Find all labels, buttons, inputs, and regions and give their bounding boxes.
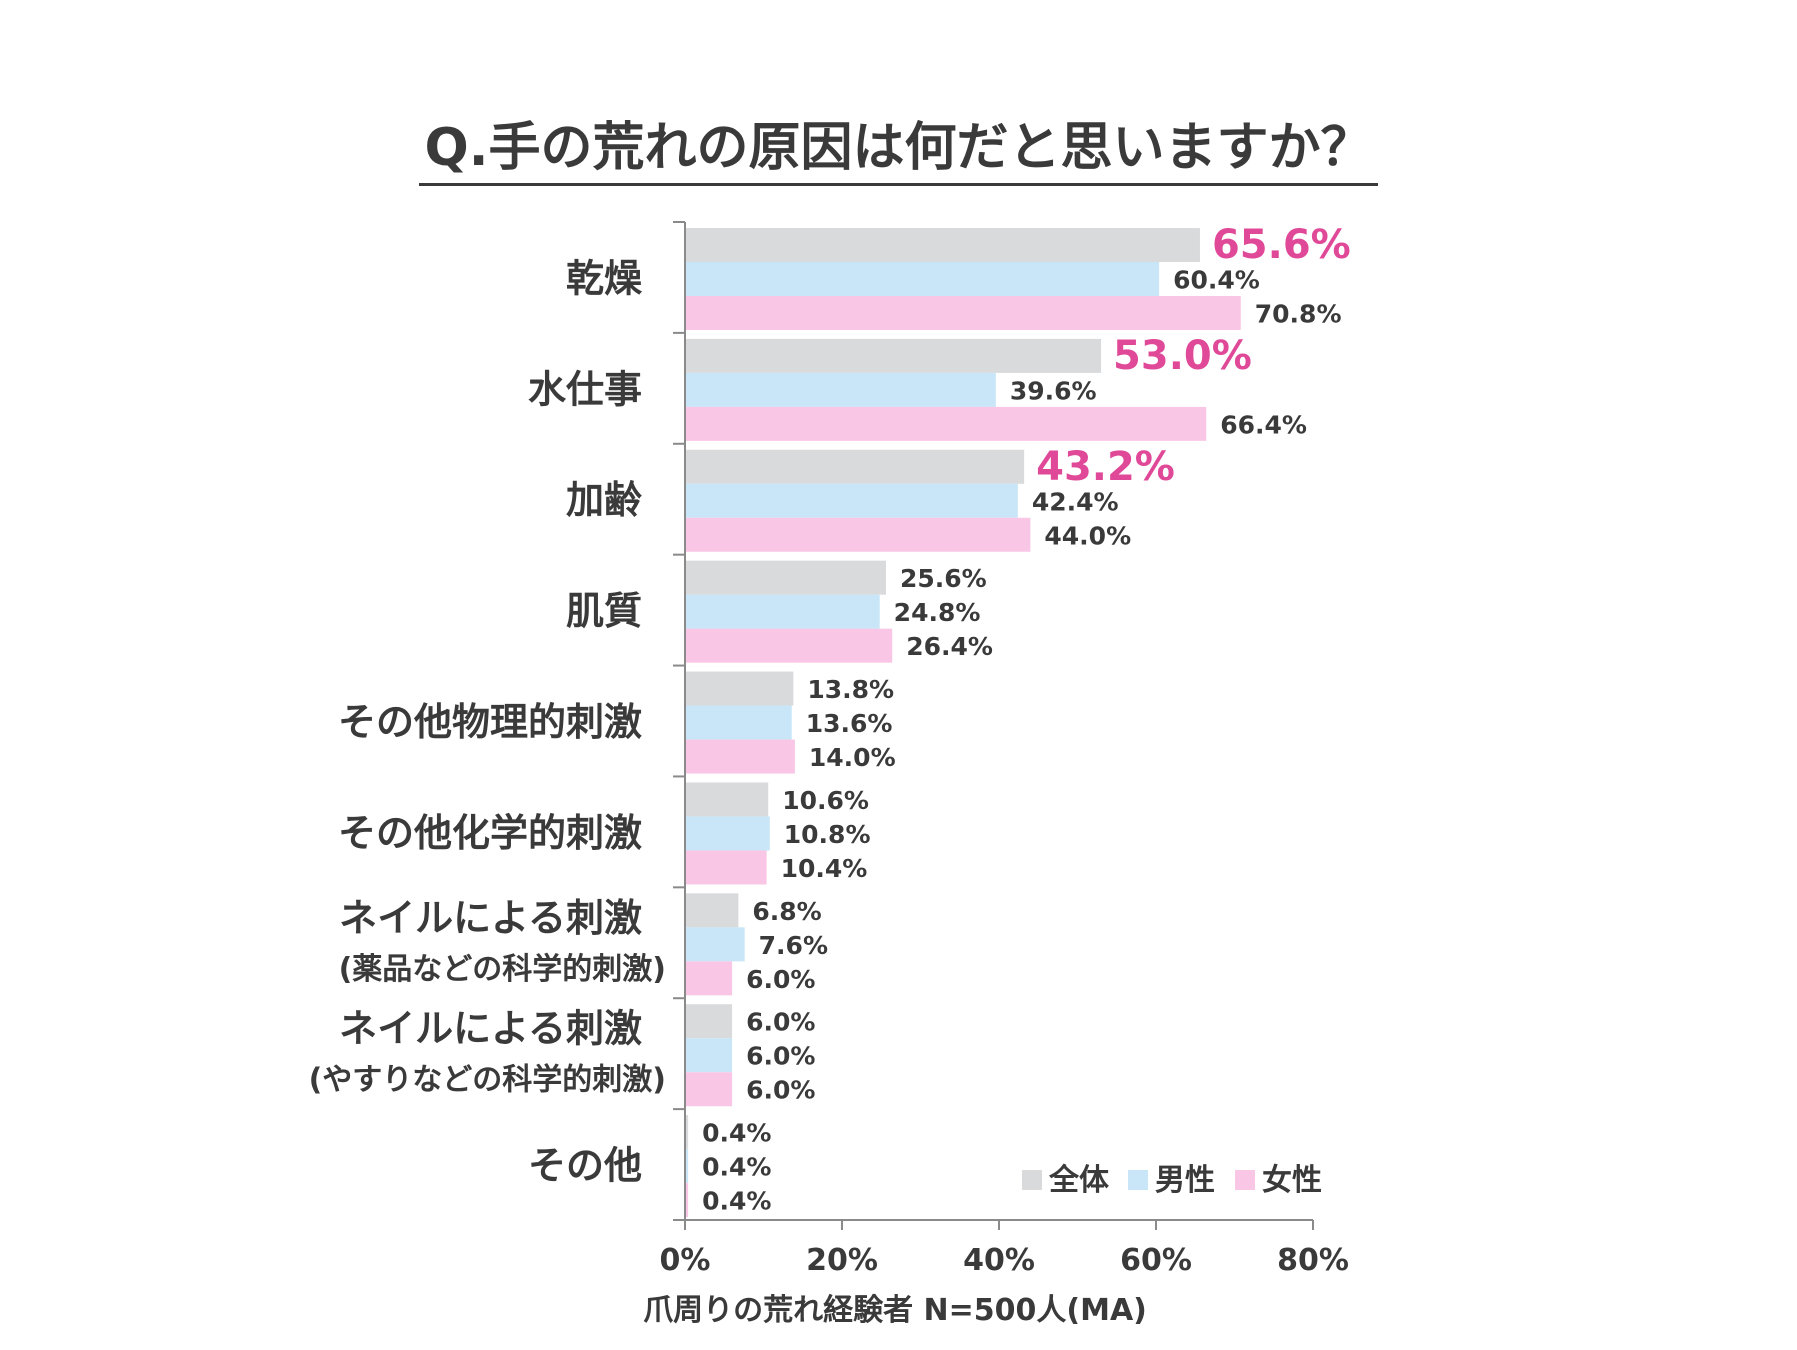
- value-label-4-0: 13.8%: [807, 675, 894, 704]
- value-label-6-1: 7.6%: [759, 931, 828, 960]
- bar-7-2: [685, 1072, 733, 1107]
- bar-5-1: [685, 816, 770, 851]
- legend-swatch-2: [1235, 1170, 1255, 1190]
- x-tick-label-4: 80%: [1277, 1243, 1349, 1278]
- value-label-2-2: 44.0%: [1044, 521, 1131, 550]
- value-label-6-2: 6.0%: [746, 965, 815, 994]
- axis-layer: [673, 221, 1314, 1230]
- x-axis-caption: 爪周りの荒れ経験者 N=500人(MA): [643, 1293, 1147, 1328]
- bar-5-0: [685, 782, 769, 817]
- value-label-8-1: 0.4%: [702, 1153, 771, 1182]
- bar-3-0: [685, 560, 886, 595]
- category-label-1: 水仕事: [528, 367, 642, 411]
- legend-swatch-0: [1022, 1170, 1042, 1190]
- x-tick-label-2: 40%: [963, 1243, 1035, 1278]
- bar-8-0: [685, 1115, 689, 1150]
- value-label-4-2: 14.0%: [809, 743, 896, 772]
- bar-4-1: [685, 705, 792, 740]
- value-label-1-2: 66.4%: [1220, 410, 1307, 439]
- bar-8-2: [685, 1183, 689, 1218]
- category-label-3: 肌質: [566, 589, 642, 633]
- value-label-3-2: 26.4%: [906, 632, 993, 661]
- x-tick-label-1: 20%: [806, 1243, 878, 1278]
- value-label-7-1: 6.0%: [746, 1042, 815, 1071]
- value-label-6-0: 6.8%: [752, 897, 821, 926]
- value-label-5-2: 10.4%: [781, 854, 868, 883]
- x-tick-label-0: 0%: [660, 1243, 711, 1278]
- legend-label-1: 男性: [1155, 1163, 1215, 1198]
- category-label-8: その他: [528, 1144, 642, 1188]
- value-label-3-1: 24.8%: [894, 598, 981, 627]
- category-sublabel-6: (薬品などの科学的刺激): [339, 952, 666, 987]
- bar-8-1: [685, 1149, 689, 1184]
- value-label-2-1: 42.4%: [1032, 487, 1119, 516]
- category-label-4: その他物理的刺激: [338, 700, 642, 744]
- category-label-2: 加齢: [566, 478, 642, 522]
- value-label-3-0: 25.6%: [900, 564, 987, 593]
- value-label-5-0: 10.6%: [782, 786, 869, 815]
- category-label-5: その他化学的刺激: [338, 811, 642, 855]
- bar-2-0: [685, 449, 1025, 484]
- chart-title: Q.手の荒れの原因は何だと思いますか？: [0, 118, 1797, 186]
- value-label-1-1: 39.6%: [1010, 376, 1097, 405]
- value-label-8-2: 0.4%: [702, 1187, 771, 1216]
- legend-swatch-1: [1128, 1170, 1148, 1190]
- value-label-8-0: 0.4%: [702, 1119, 771, 1148]
- x-tick-label-3: 60%: [1120, 1243, 1192, 1278]
- bar-0-2: [685, 296, 1241, 330]
- bar-7-0: [685, 1004, 733, 1039]
- value-label-2-0: 43.2%: [1036, 444, 1175, 490]
- category-label-0: 乾燥: [566, 256, 643, 300]
- category-label-7: ネイルによる刺激: [339, 1007, 642, 1051]
- value-label-7-2: 6.0%: [746, 1076, 815, 1105]
- value-label-0-0: 65.6%: [1212, 222, 1351, 268]
- bar-3-2: [685, 628, 893, 663]
- chart-title-text: Q.手の荒れの原因は何だと思いますか？: [418, 118, 1379, 186]
- bar-7-1: [685, 1038, 733, 1073]
- bar-6-1: [685, 927, 745, 962]
- bar-1-0: [685, 338, 1102, 373]
- bar-6-0: [685, 893, 739, 928]
- value-label-4-1: 13.6%: [806, 709, 893, 738]
- legend-label-2: 女性: [1262, 1163, 1322, 1198]
- bar-6-2: [685, 961, 733, 996]
- bar-0-1: [685, 262, 1160, 296]
- legend-label-0: 全体: [1048, 1163, 1110, 1198]
- value-label-5-1: 10.8%: [784, 820, 871, 849]
- bar-0-0: [685, 228, 1200, 262]
- labels-layer: 65.6%60.4% 70.8% 乾燥 53.0% 39.6% 66.4% 水仕事 43.2%…: [309, 222, 1351, 1278]
- bar-2-2: [685, 517, 1031, 552]
- value-label-0-2: 70.8%: [1255, 300, 1342, 329]
- bar-4-0: [685, 671, 794, 706]
- bar-2-1: [685, 483, 1018, 518]
- bars-layer: [685, 228, 1241, 1218]
- category-sublabel-7: (やすりなどの科学的刺激): [309, 1063, 666, 1098]
- bar-4-2: [685, 739, 795, 774]
- bar-3-1: [685, 594, 880, 629]
- legend: 全体 男性 女性: [1022, 1163, 1322, 1198]
- value-label-1-0: 53.0%: [1113, 333, 1252, 379]
- bar-5-2: [685, 850, 767, 885]
- value-label-0-1: 60.4%: [1173, 266, 1260, 295]
- bar-1-1: [685, 372, 996, 407]
- bar-1-2: [685, 406, 1207, 441]
- category-label-6: ネイルによる刺激: [339, 896, 642, 940]
- value-label-7-0: 6.0%: [746, 1008, 815, 1037]
